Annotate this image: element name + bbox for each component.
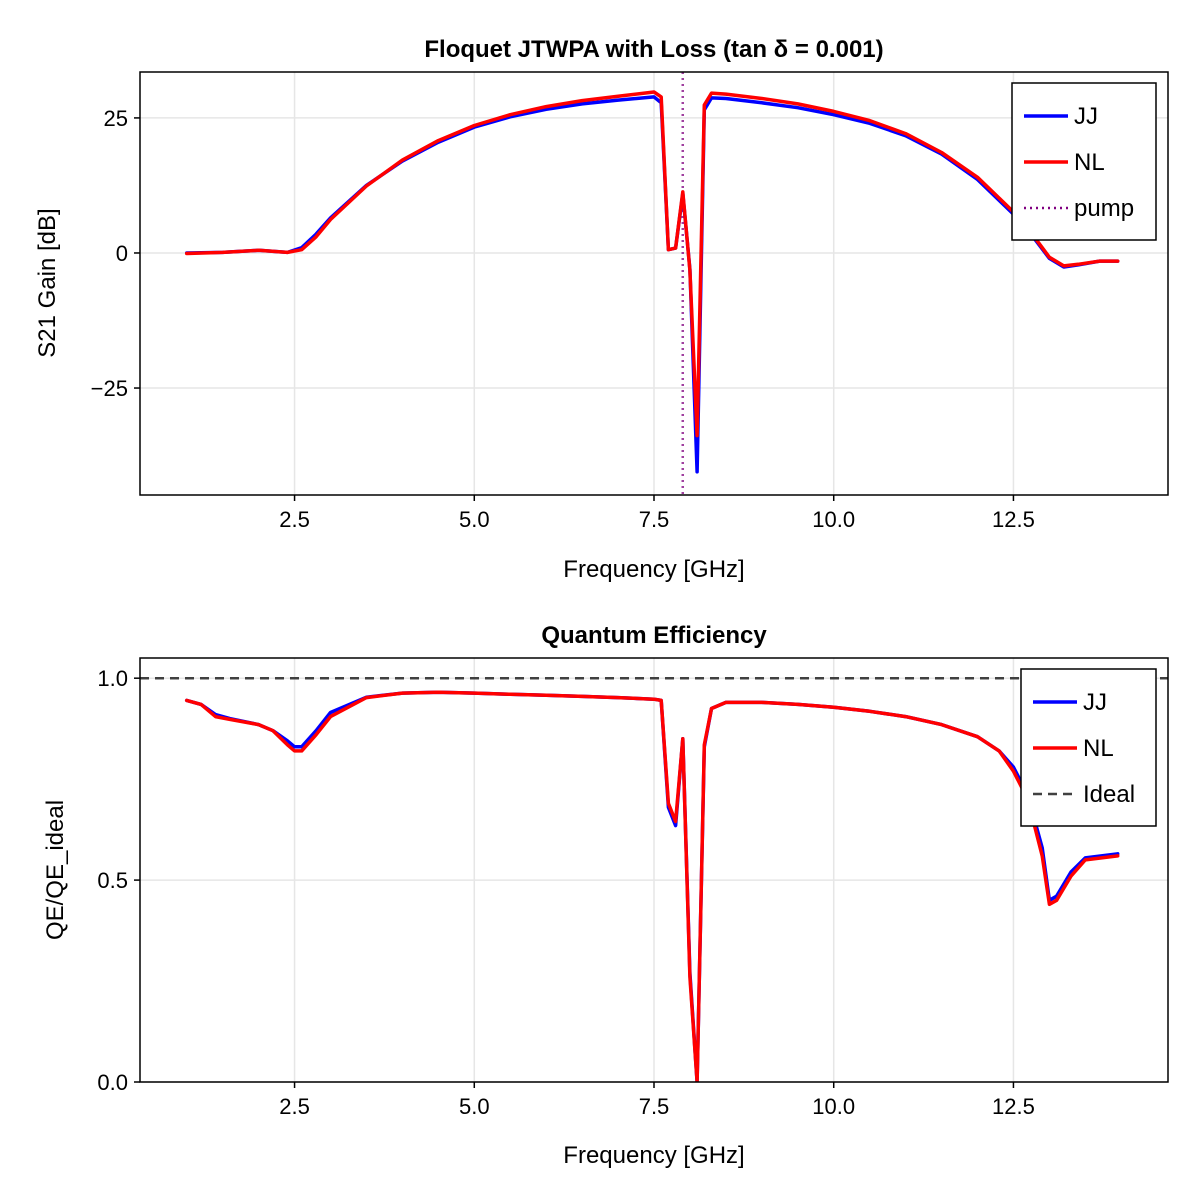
qe-x-axis-label: Frequency [GHz] bbox=[563, 1142, 744, 1169]
qe-y-ticks: 0.0 0.5 1.0 bbox=[97, 666, 140, 1095]
qe-plot-area bbox=[140, 676, 1168, 1082]
qe-y-axis-label: QE/QE_ideal bbox=[42, 800, 69, 940]
qe-y-tick-label: 0.5 bbox=[97, 868, 128, 893]
gain-y-tick-label: −25 bbox=[91, 376, 128, 401]
gain-x-ticks: 2.5 5.0 7.5 10.0 12.5 bbox=[279, 495, 1035, 532]
gain-y-ticks: −25 0 25 bbox=[91, 106, 140, 401]
gain-legend-label-pump: pump bbox=[1074, 195, 1134, 222]
gain-chart-title: Floquet JTWPA with Loss (tan δ = 0.001) bbox=[424, 36, 883, 63]
qe-x-tick-label: 12.5 bbox=[992, 1094, 1035, 1119]
gain-x-tick-label: 5.0 bbox=[459, 507, 490, 532]
qe-series-nl bbox=[184, 690, 1120, 1082]
qe-x-tick-label: 7.5 bbox=[639, 1094, 670, 1119]
qe-legend: JJ NL Ideal bbox=[1020, 668, 1157, 827]
qe-y-tick-label: 1.0 bbox=[97, 666, 128, 691]
qe-panel: Quantum Efficiency 2.5 5.0 7.5 10.0 12.5 0.0… bbox=[42, 622, 1169, 1169]
gain-y-tick-label: 0 bbox=[116, 241, 128, 266]
qe-legend-label-nl: NL bbox=[1083, 735, 1114, 762]
gain-y-tick-label: 25 bbox=[104, 106, 128, 131]
gain-plot-area bbox=[184, 72, 1120, 495]
gain-x-tick-label: 2.5 bbox=[279, 507, 310, 532]
qe-chart-title: Quantum Efficiency bbox=[541, 622, 767, 649]
qe-y-tick-label: 0.0 bbox=[97, 1070, 128, 1095]
gain-y-axis-label: S21 Gain [dB] bbox=[34, 208, 61, 357]
gain-panel: Floquet JTWPA with Loss (tan δ = 0.001) … bbox=[34, 36, 1169, 583]
qe-legend-label-jj: JJ bbox=[1083, 689, 1107, 716]
gain-series-nl bbox=[184, 90, 1120, 438]
qe-legend-label-ideal: Ideal bbox=[1083, 781, 1135, 808]
gain-legend-label-jj: JJ bbox=[1074, 103, 1098, 130]
gain-legend-label-nl: NL bbox=[1074, 149, 1105, 176]
gain-x-axis-label: Frequency [GHz] bbox=[563, 556, 744, 583]
qe-x-ticks: 2.5 5.0 7.5 10.0 12.5 bbox=[279, 1082, 1035, 1119]
qe-x-tick-label: 2.5 bbox=[279, 1094, 310, 1119]
gain-legend: JJ NL pump bbox=[1011, 82, 1157, 241]
qe-x-tick-label: 5.0 bbox=[459, 1094, 490, 1119]
gain-x-tick-label: 7.5 bbox=[639, 507, 670, 532]
gain-x-tick-label: 10.0 bbox=[812, 507, 855, 532]
qe-grid bbox=[140, 658, 1168, 1083]
qe-x-tick-label: 10.0 bbox=[812, 1094, 855, 1119]
gain-x-tick-label: 12.5 bbox=[992, 507, 1035, 532]
